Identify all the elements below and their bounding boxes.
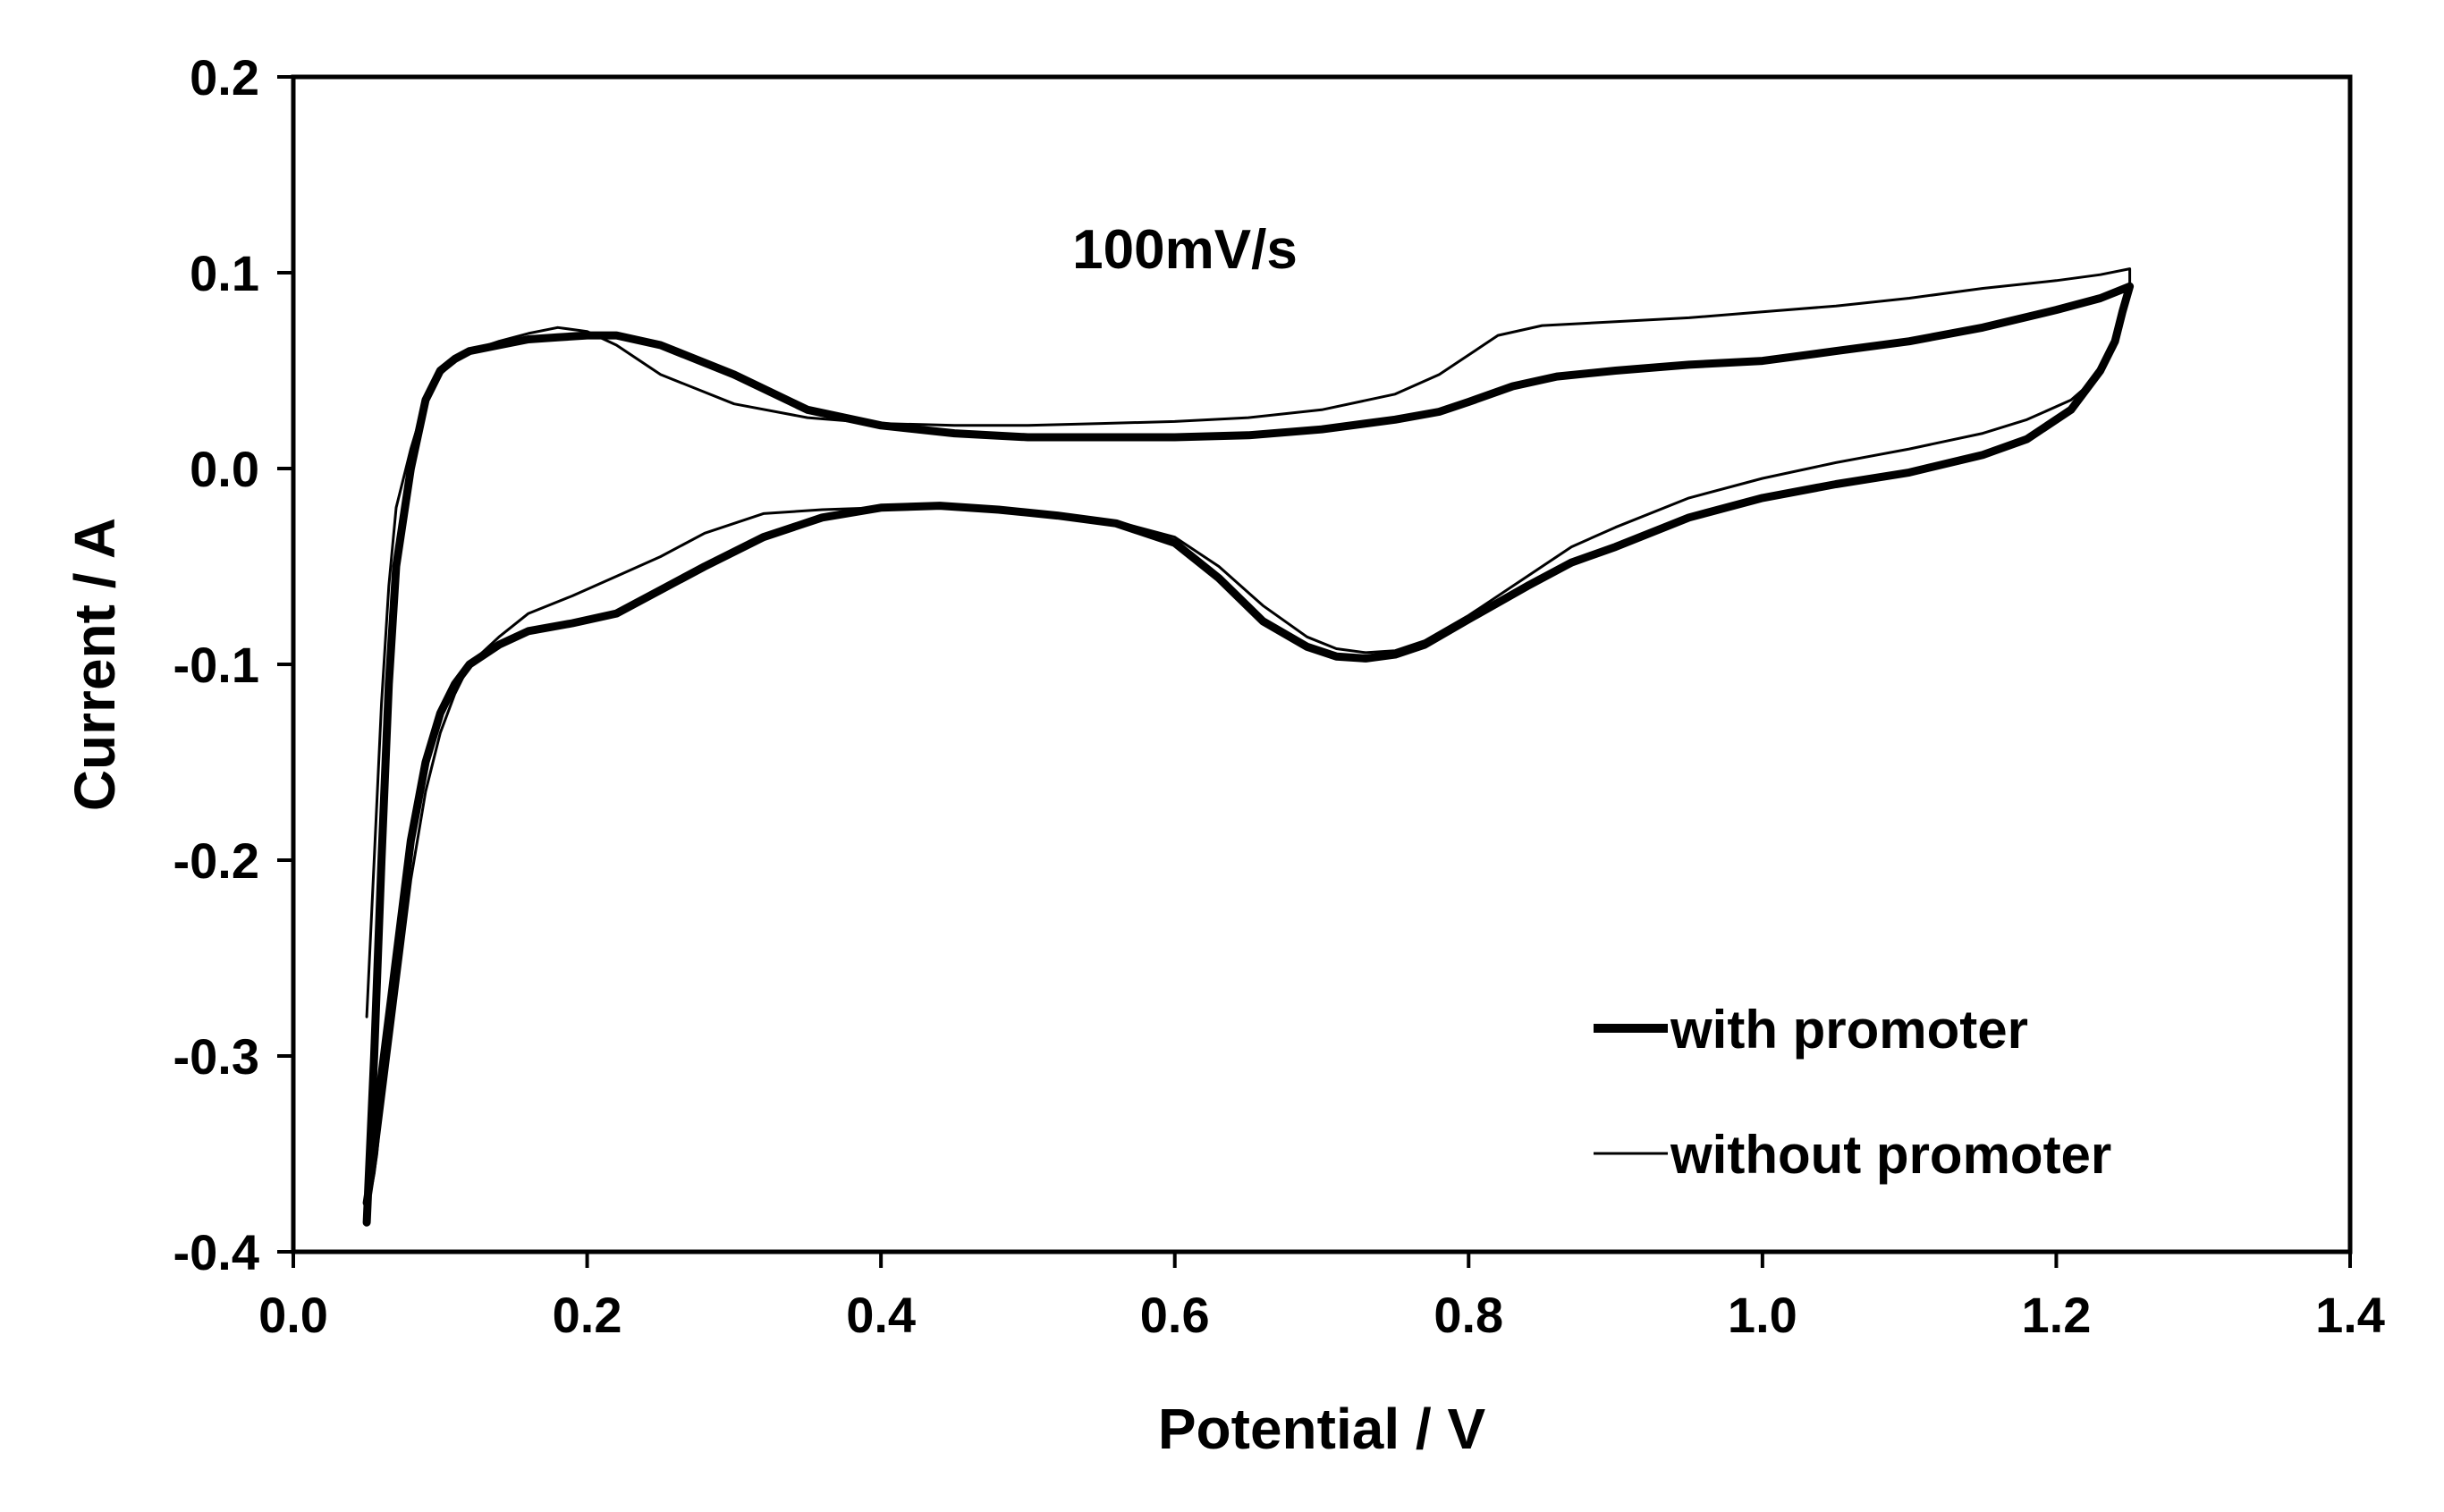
y-axis-title: Current / A xyxy=(63,518,127,811)
y-tick-label: -0.1 xyxy=(173,637,260,693)
legend-label-without-promoter: without promoter xyxy=(1670,1125,2111,1185)
y-axis-ticks: 0.2 0.1 0.0 -0.1 -0.2 -0.3 -0.4 xyxy=(173,49,293,1280)
series-line-with-promoter xyxy=(362,282,2135,1227)
legend: with promoter without promoter xyxy=(1594,1000,2111,1185)
x-tick-label: 0.0 xyxy=(258,1287,328,1343)
x-axis-ticks: 0.0 0.2 0.4 0.6 0.8 1.0 1.2 1.4 xyxy=(258,1252,2385,1343)
x-tick-label: 0.2 xyxy=(553,1287,622,1343)
x-tick-label: 1.4 xyxy=(2315,1287,2385,1343)
y-tick-label: -0.4 xyxy=(173,1224,260,1280)
x-tick-label: 1.0 xyxy=(1728,1287,1797,1343)
x-tick-label: 0.6 xyxy=(1140,1287,1210,1343)
series-layer xyxy=(362,267,2135,1227)
x-axis-title: Potential / V xyxy=(1158,1397,1486,1461)
y-tick-label: 0.2 xyxy=(190,49,259,106)
y-tick-label: 0.1 xyxy=(190,245,259,301)
y-tick-label: -0.2 xyxy=(173,832,260,889)
legend-label-with-promoter: with promoter xyxy=(1670,1000,2028,1060)
scan-rate-annotation: 100mV/s xyxy=(1072,219,1298,281)
x-tick-label: 0.8 xyxy=(1433,1287,1503,1343)
x-tick-label: 0.4 xyxy=(846,1287,916,1343)
y-tick-label: 0.0 xyxy=(190,441,259,497)
x-tick-label: 1.2 xyxy=(2021,1287,2091,1343)
y-tick-label: -0.3 xyxy=(173,1028,260,1085)
